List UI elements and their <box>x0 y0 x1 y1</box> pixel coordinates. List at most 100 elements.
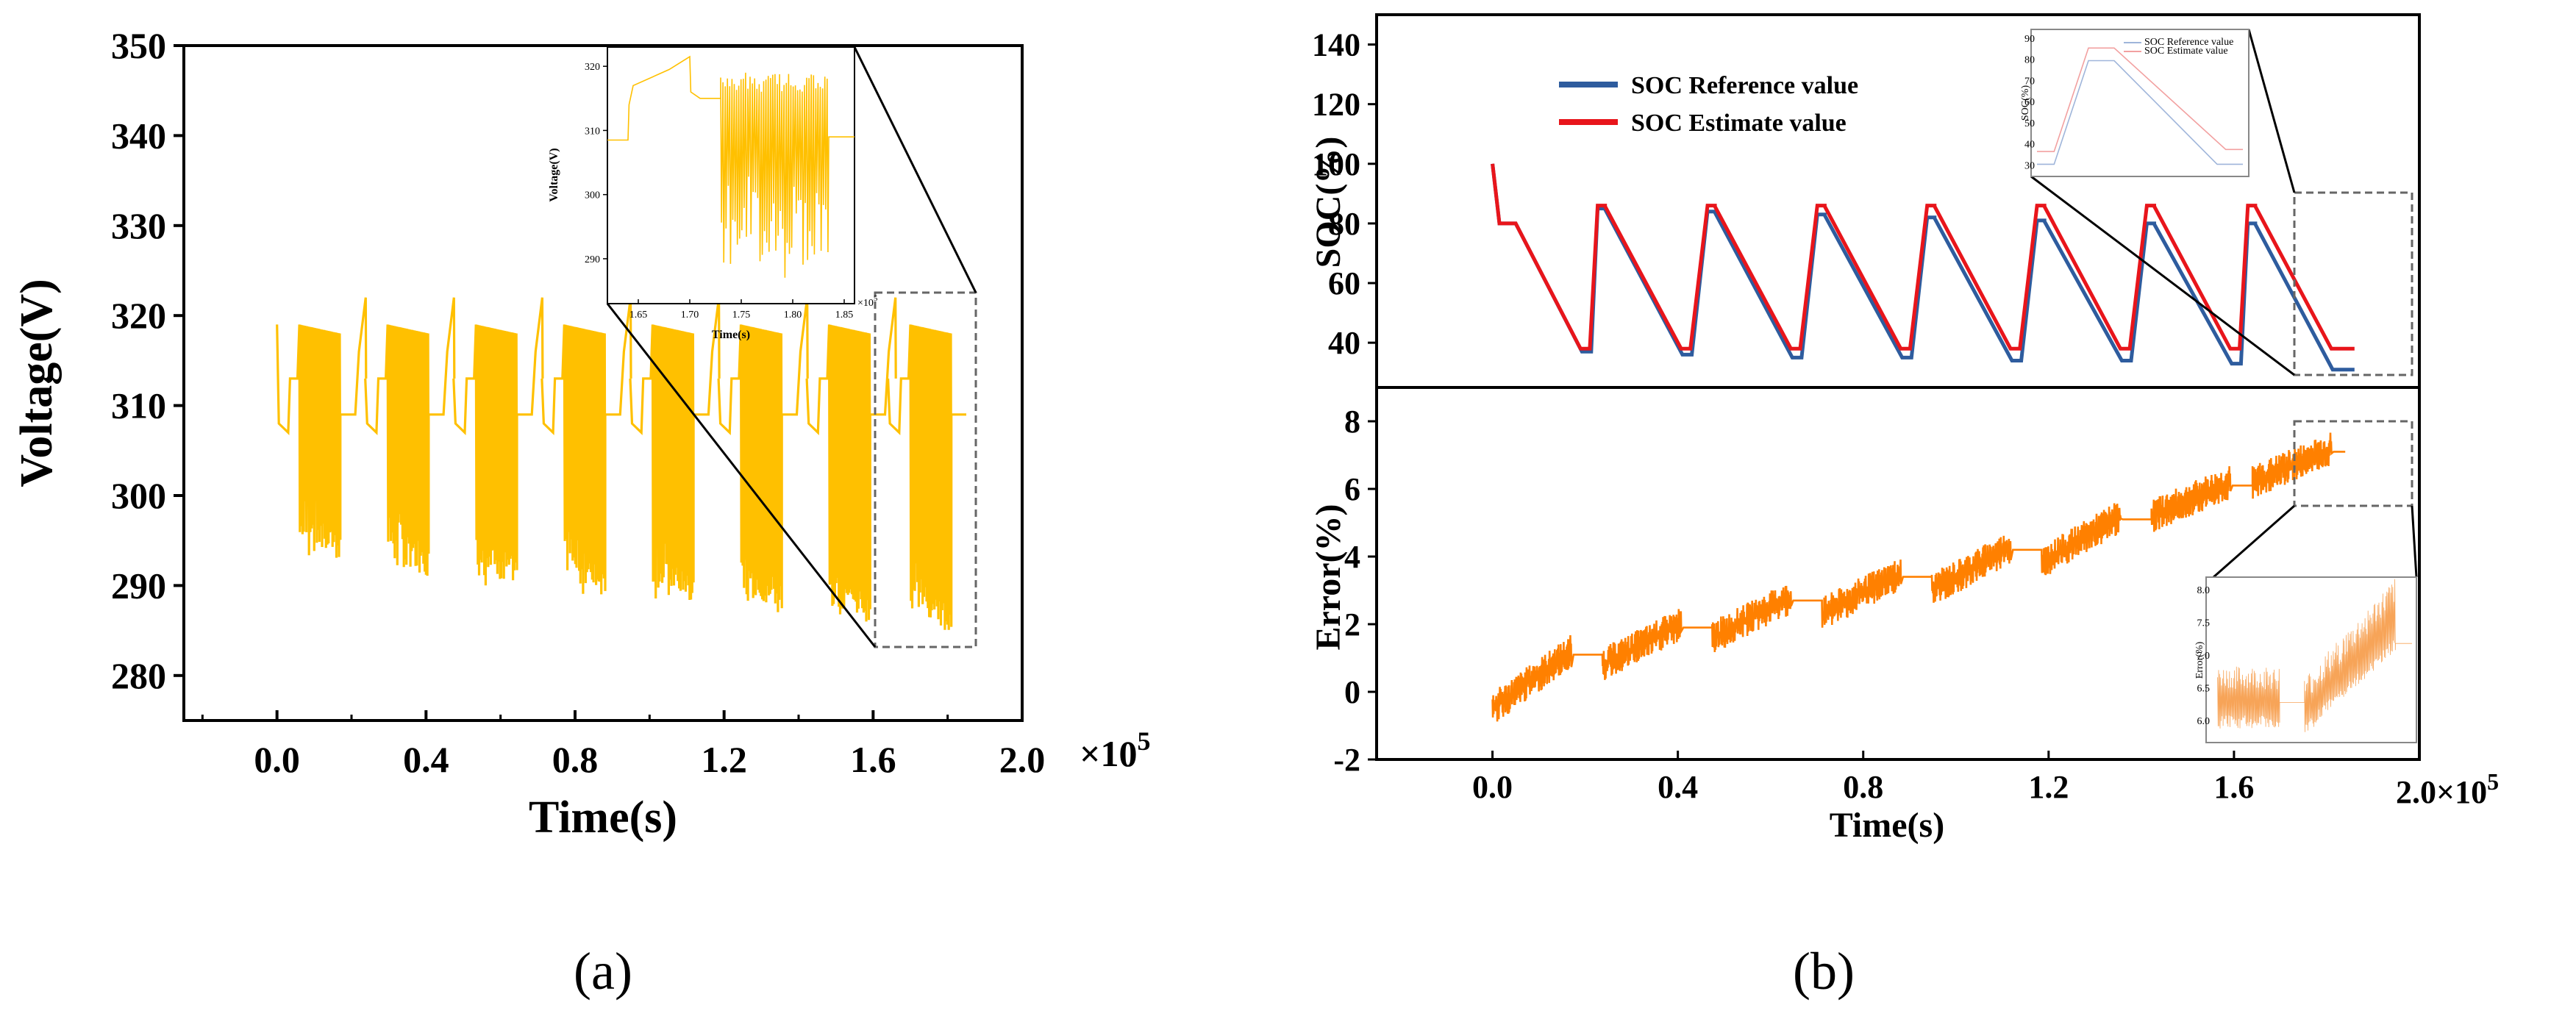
panel-a-inset-x-ticks: 1.65 1.70 1.75 1.80 1.85 <box>629 299 854 321</box>
panel-a-y-axis-title: Voltage(V) <box>12 279 62 487</box>
panel-b-top-y-axis-title: SOC(%) <box>1309 137 1348 268</box>
panel-a-inset-x-title: Time(s) <box>712 329 750 341</box>
panel-a-inset-y-tick-label: 300 <box>585 190 600 201</box>
voltage-cycle-7 <box>805 297 897 622</box>
soc-estimate-line <box>1491 163 2355 351</box>
inset-error-line <box>2217 579 2412 732</box>
panel-a-inset-x-tick-label: 1.70 <box>681 310 699 321</box>
inset-legend-label-estimate: SOC Estimate value <box>2144 46 2228 57</box>
error-line <box>1491 432 2346 722</box>
panel-a-inset-x-tick-label: 1.85 <box>835 310 854 321</box>
panel-b-x-axis-title: Time(s) <box>1830 806 1944 845</box>
panel-a-y-tick-label: 290 <box>111 565 166 606</box>
voltage-cycle-6 <box>717 297 809 612</box>
panel-b-top-inset-y-tick-label: 30 <box>2024 160 2035 171</box>
panel-a-y-tick-label: 330 <box>111 205 166 246</box>
panel-b-bottom-inset-y-title: Error(%) <box>2194 641 2205 679</box>
panel-b-label: (b) <box>1793 942 1855 1001</box>
voltage-series <box>276 297 966 630</box>
inset-soc-reference-line <box>2037 60 2243 165</box>
panel-b-bottom-y-ticks: -2 0 2 4 6 8 <box>1333 404 1377 778</box>
panel-a-y-tick-label: 350 <box>111 25 166 66</box>
panel-b-bottom-y-tick-label: 6 <box>1344 471 1360 507</box>
panel-b-top-inset-y-tick-label: 80 <box>2024 55 2035 66</box>
panel-a-y-tick-label: 340 <box>111 115 166 156</box>
voltage-cycle-4 <box>540 297 632 595</box>
panel-a-y-tick-label: 300 <box>111 475 166 516</box>
panel-a-y-tick-label: 280 <box>111 655 166 696</box>
panel-b-top-plot-frame <box>1375 13 2421 389</box>
panel-a-inset-multiplier: ×105 <box>857 294 878 309</box>
panel-a-y-tick-label: 310 <box>111 385 166 426</box>
panel-b-bottom-zoom-box <box>2293 420 2413 507</box>
panel-a-inset-y-tick-label: 290 <box>585 254 600 265</box>
panel-a-plot-frame <box>182 44 1024 722</box>
panel-b-top-inset-y-tick-label: 50 <box>2024 118 2035 129</box>
panel-a-y-ticks: 280 290 300 310 320 330 340 350 <box>111 25 184 696</box>
panel-b-bottom-inset-y-ticks: 6.0 6.5 7.0 7.5 8.0 <box>2197 585 2211 727</box>
error-series <box>1491 432 2346 722</box>
panel-a-inset-y-tick-label: 310 <box>585 126 600 137</box>
panel-b-bottom-y-tick-label: 4 <box>1344 539 1360 575</box>
inset-voltage-series <box>607 55 854 278</box>
panel-a-x-axis-title: Time(s) <box>529 793 677 843</box>
panel-b-bottom-inset: 6.0 6.5 7.0 7.5 8.0 Error(%) <box>2194 576 2417 743</box>
panel-b-bottom-y-axis-title: Error(%) <box>1309 504 1348 650</box>
panel-a-label: (a) <box>574 942 632 1001</box>
voltage-cycle-2 <box>364 297 456 576</box>
panel-b-bottom-inset-y-tick-label: 6.5 <box>2197 684 2211 695</box>
panel-a-inset-x-tick-label: 1.65 <box>629 310 648 321</box>
panel-b-top-inset-y-tick-label: 70 <box>2024 76 2035 87</box>
panel-b-legend: SOC Reference value SOC Estimate value <box>1559 72 1858 137</box>
panel-a-x-tick-label: 1.6 <box>850 739 896 780</box>
inset-error-series <box>2217 579 2412 732</box>
panel-b-bottom-inset-y-tick-label: 7.0 <box>2197 651 2211 662</box>
panel-b-top-y-tick-label: 80 <box>1328 206 1360 242</box>
panel-b-top-zoom-box <box>2293 191 2413 376</box>
panel-b-top-inset-y-tick-label: 90 <box>2024 34 2035 45</box>
panel-b-bottom-y-tick-label: 0 <box>1344 674 1360 710</box>
panel-a-inset: 290 300 310 320 1.65 1.70 1.75 1.80 1.85 Voltag… <box>548 46 878 341</box>
panel-a-zoom-connector-1 <box>853 46 977 293</box>
panel-b-bottom-plot-frame <box>1375 386 2421 761</box>
panel-b-top-y-tick-label: 140 <box>1312 27 1360 63</box>
panel-b-bottom-inset-y-tick-label: 8.0 <box>2197 585 2211 596</box>
panel-b-x-tick-label: 0.0 <box>1472 769 1513 805</box>
panel-b-top-inset-y-title: SOC(%) <box>2020 85 2031 121</box>
panel-b-top-y-tick-label: 120 <box>1312 87 1360 123</box>
panel-a-inset-x-tick-label: 1.80 <box>784 310 802 321</box>
panel-b-bottom-y-tick-label: 8 <box>1344 404 1360 440</box>
panel-a-x-multiplier: ×105 <box>1080 726 1151 774</box>
panel-b-top-inset-y-tick-label: 40 <box>2024 140 2035 151</box>
panel-b-bottom-inset-y-tick-label: 7.5 <box>2197 618 2211 629</box>
panel-b-top-y-tick-label: 100 <box>1312 146 1360 182</box>
panel-a-zoom-connector-2 <box>606 303 877 648</box>
panel-a-x-ticks: 0.0 0.4 0.8 1.2 1.6 2.0 <box>201 710 1045 780</box>
inset-soc-series <box>2037 47 2243 165</box>
panel-b-top-inset: 30 40 50 60 70 80 90 SOC(%) SOC Reference valu… <box>2020 29 2249 177</box>
panel-b-top-inset-y-tick-label: 60 <box>2024 97 2035 108</box>
voltage-cycle-3 <box>452 297 544 586</box>
panel-b-x-tick-label: 1.6 <box>2213 769 2254 805</box>
inset-voltage-line <box>607 55 854 278</box>
panel-a-inset-y-tick-label: 320 <box>585 62 600 73</box>
panel-a-x-tick-label: 0.4 <box>403 739 449 780</box>
soc-series <box>1491 163 2355 372</box>
voltage-cycle-1 <box>276 297 368 558</box>
panel-b-top-zoom-connector-1 <box>2247 29 2296 193</box>
panel-a-x-tick-label: 0.0 <box>254 739 300 780</box>
panel-b-top-inset-y-ticks: 30 40 50 60 70 80 90 <box>2024 34 2035 172</box>
panel-a-zoom-box <box>874 291 977 648</box>
panel-a: 280 290 300 310 320 330 340 350 0.0 0.4 0.8 1.2 1.6… <box>12 25 1151 1001</box>
panel-a-inset-y-title: Voltage(V) <box>548 148 560 201</box>
panel-a-inset-x-tick-label: 1.75 <box>732 310 751 321</box>
panel-b-x-tick-label: 1.2 <box>2028 769 2069 805</box>
voltage-cycle-8 <box>887 324 966 630</box>
panel-b-bottom-inset-y-tick-label: 6.0 <box>2197 716 2211 727</box>
panel-b-top-y-tick-label: 60 <box>1328 265 1360 301</box>
voltage-cycle-5 <box>629 297 721 601</box>
panel-b-bottom-zoom-connector-1 <box>2213 504 2295 579</box>
inset-soc-estimate-line <box>2037 47 2243 152</box>
